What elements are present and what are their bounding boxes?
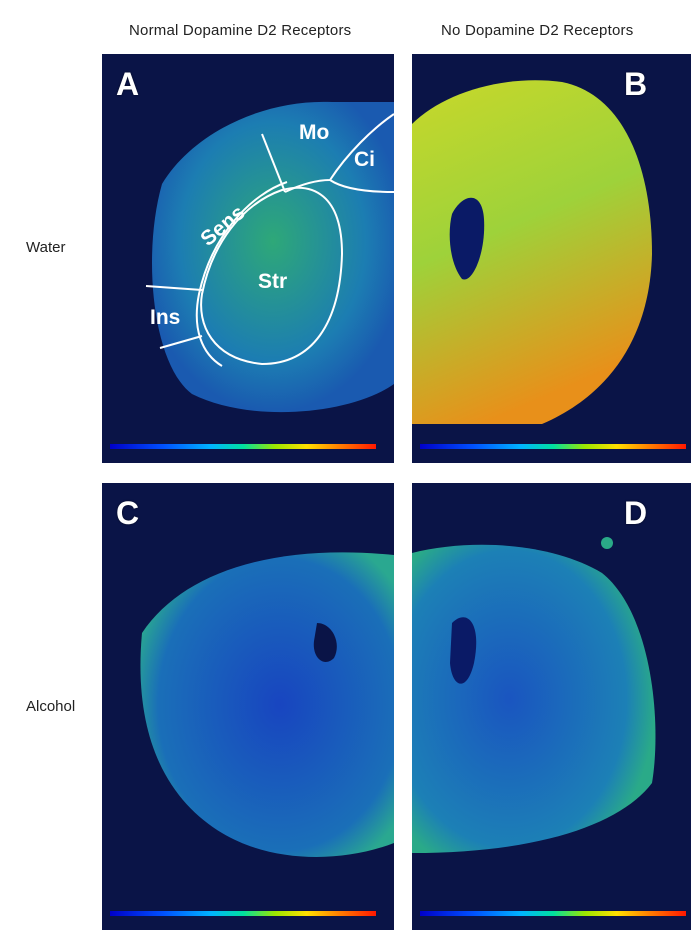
panel-letter-c: C bbox=[116, 495, 140, 531]
colorbar bbox=[110, 911, 376, 916]
region-label-str: Str bbox=[258, 270, 287, 293]
colorbar bbox=[420, 444, 686, 449]
panel-a: Mo Ci Sens Str Ins A bbox=[102, 54, 394, 463]
panel-b: B bbox=[412, 54, 691, 463]
colorbar bbox=[110, 444, 376, 449]
panel-c: C bbox=[102, 483, 394, 930]
column-header-no-d2: No Dopamine D2 Receptors bbox=[441, 22, 634, 39]
region-label-mo: Mo bbox=[299, 121, 329, 144]
colorbar bbox=[420, 911, 686, 916]
row-label-water: Water bbox=[26, 239, 66, 256]
panel-letter-b: B bbox=[624, 66, 648, 102]
panel-d: D bbox=[412, 483, 691, 930]
panel-letter-d: D bbox=[624, 495, 648, 531]
region-label-ci: Ci bbox=[354, 148, 375, 171]
row-label-alcohol: Alcohol bbox=[26, 698, 76, 715]
region-label-ins: Ins bbox=[150, 306, 180, 329]
column-header-normal-d2: Normal Dopamine D2 Receptors bbox=[129, 22, 352, 39]
panel-letter-a: A bbox=[116, 66, 140, 102]
